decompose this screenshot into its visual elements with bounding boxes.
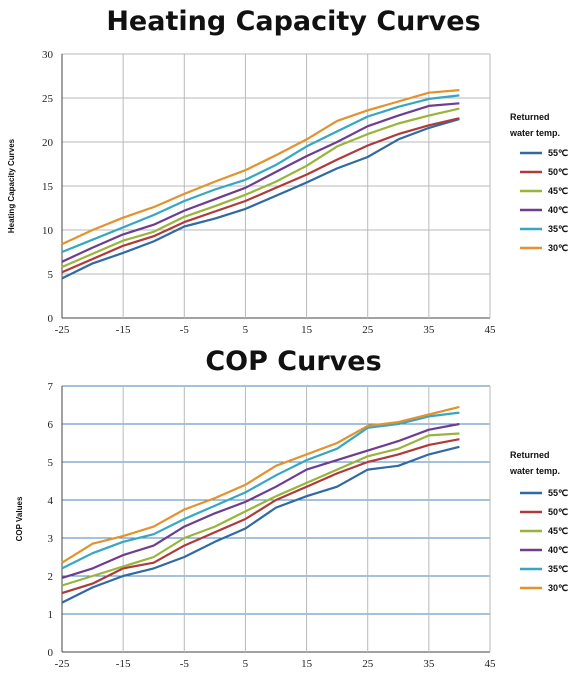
series-line bbox=[61, 445, 460, 604]
legend-title: Returned bbox=[510, 450, 550, 460]
legend-item-label: 45℃ bbox=[548, 526, 568, 536]
legend-item-label: 45℃ bbox=[548, 186, 568, 196]
y-tick-label: 6 bbox=[48, 419, 54, 431]
x-tick-label: 45 bbox=[485, 324, 497, 336]
series-line bbox=[61, 89, 460, 246]
x-tick-label: -25 bbox=[55, 658, 70, 670]
y-tick-label: 3 bbox=[48, 533, 54, 545]
x-tick-label: 25 bbox=[362, 324, 374, 336]
legend-item-label: 30℃ bbox=[548, 583, 568, 593]
series-line bbox=[61, 118, 460, 280]
legend-item-label: 50℃ bbox=[548, 507, 568, 517]
y-tick-label: 1 bbox=[48, 609, 54, 621]
y-tick-label: 20 bbox=[42, 137, 54, 149]
series-line bbox=[61, 107, 460, 269]
x-tick-label: 35 bbox=[423, 324, 435, 336]
legend-item-label: 40℃ bbox=[548, 545, 568, 555]
x-tick-label: -15 bbox=[116, 324, 131, 336]
y-tick-label: 15 bbox=[42, 181, 54, 193]
y-tick-label: 0 bbox=[48, 647, 54, 659]
x-tick-label: 35 bbox=[423, 658, 435, 670]
y-tick-label: 7 bbox=[48, 381, 54, 393]
chart-title-cop: COP Curves bbox=[205, 346, 382, 377]
legend-title: Returned bbox=[510, 112, 550, 122]
x-tick-label: 15 bbox=[301, 658, 313, 670]
y-tick-label: 4 bbox=[48, 495, 54, 507]
y-tick-label: 0 bbox=[48, 313, 54, 325]
y-tick-label: 5 bbox=[48, 457, 54, 469]
x-tick-label: 5 bbox=[243, 658, 249, 670]
x-tick-label: -15 bbox=[116, 658, 131, 670]
x-tick-label: -25 bbox=[55, 324, 70, 336]
chart-title-heating: Heating Capacity Curves bbox=[106, 6, 481, 37]
series-line bbox=[61, 438, 460, 595]
series-line bbox=[61, 117, 460, 274]
legend-item-label: 50℃ bbox=[548, 167, 568, 177]
y-tick-label: 25 bbox=[42, 93, 54, 105]
x-tick-label: 25 bbox=[362, 658, 374, 670]
y-axis-label: Heating Capacity Curves bbox=[7, 138, 16, 233]
series-line bbox=[61, 422, 460, 579]
y-axis-label: COP Values bbox=[15, 496, 24, 541]
y-tick-label: 2 bbox=[48, 571, 54, 583]
x-tick-label: 15 bbox=[301, 324, 313, 336]
legend-item-label: 55℃ bbox=[548, 148, 568, 158]
legend-item-label: 35℃ bbox=[548, 564, 568, 574]
legend-item-label: 30℃ bbox=[548, 243, 568, 253]
x-tick-label: 45 bbox=[485, 658, 497, 670]
y-tick-label: 30 bbox=[42, 49, 54, 61]
series-line bbox=[61, 411, 460, 570]
legend-item-label: 55℃ bbox=[548, 488, 568, 498]
x-tick-label: -5 bbox=[180, 324, 190, 336]
x-tick-label: 5 bbox=[243, 324, 249, 336]
series-line bbox=[61, 94, 460, 254]
x-tick-label: -5 bbox=[180, 658, 190, 670]
legend-title: water temp. bbox=[509, 466, 560, 476]
series-line bbox=[61, 432, 460, 587]
y-tick-label: 5 bbox=[48, 269, 54, 281]
y-tick-label: 10 bbox=[42, 225, 54, 237]
legend-item-label: 40℃ bbox=[548, 205, 568, 215]
legend-item-label: 35℃ bbox=[548, 224, 568, 234]
legend-title: water temp. bbox=[509, 128, 560, 138]
series-line bbox=[61, 102, 460, 263]
series-line bbox=[61, 405, 460, 564]
